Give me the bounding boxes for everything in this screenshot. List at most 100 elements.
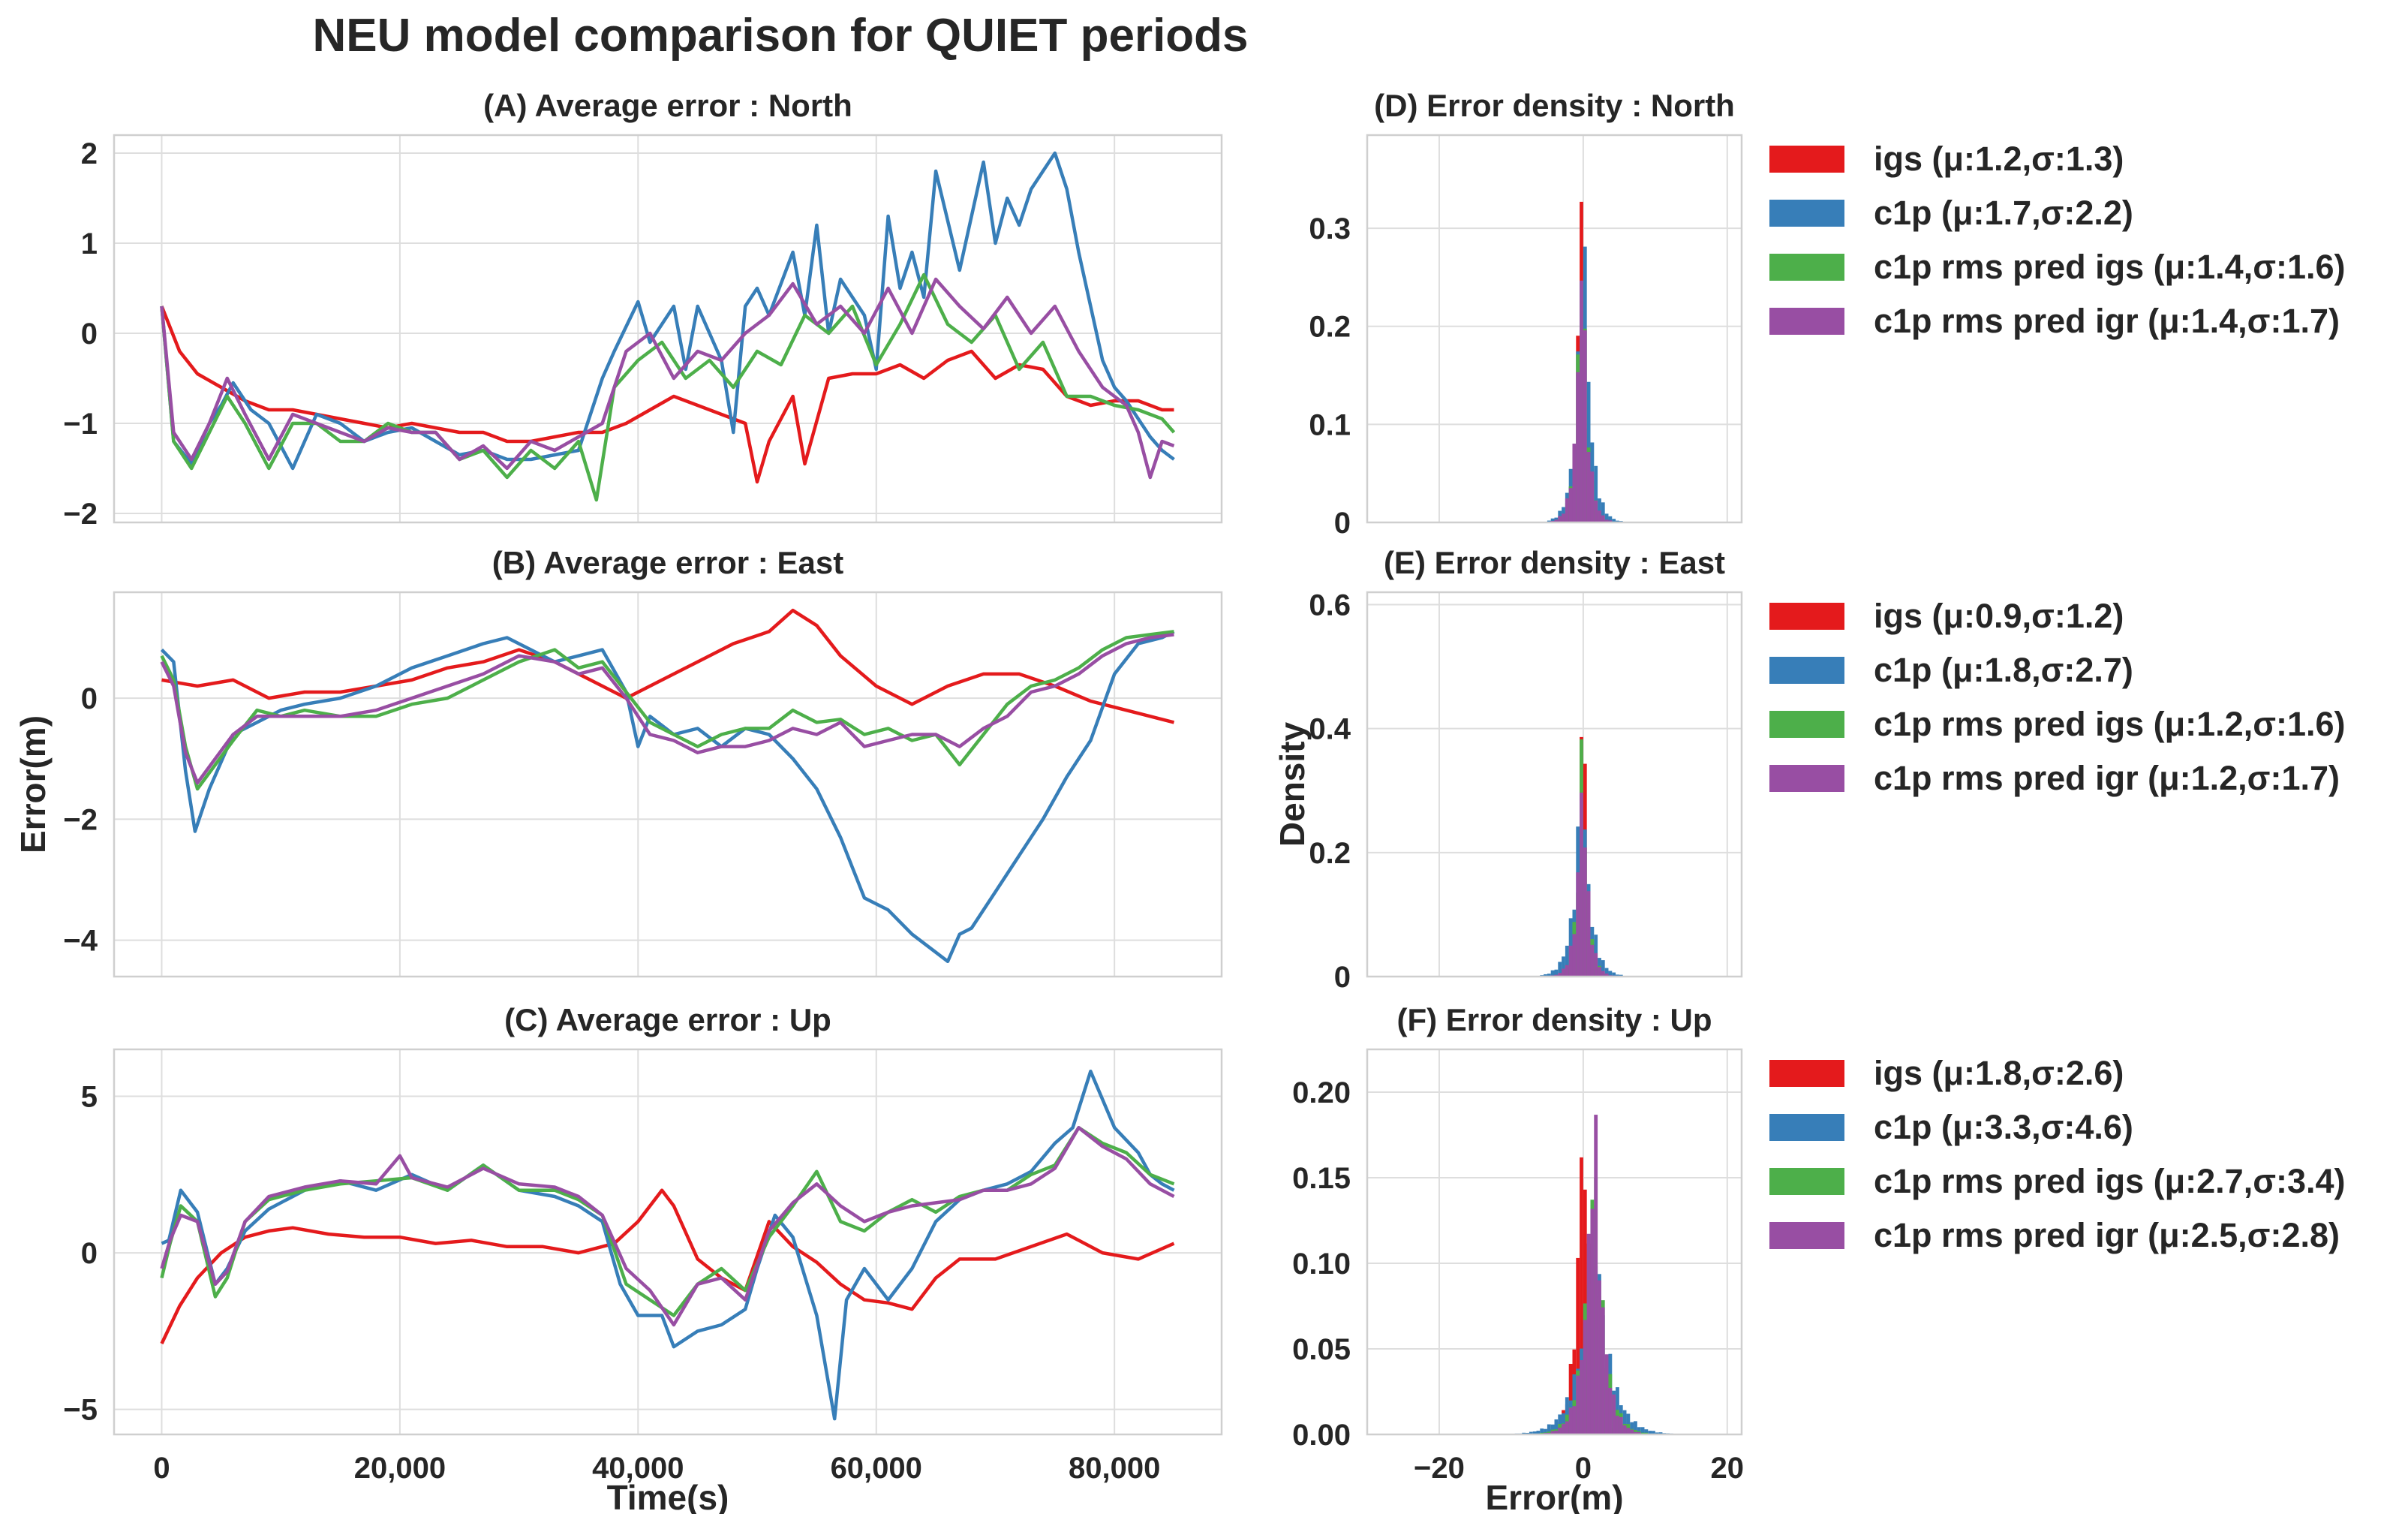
panel-f: 0.00 0.05 0.10 0.15 0.20 −20 0 20 (F) Error dens… xyxy=(1292,1002,2345,1514)
histogram-bar-igs xyxy=(1580,1157,1583,1434)
histogram-bar-c1p_rms_pred_igr xyxy=(1580,1360,1583,1434)
legend-swatch-igs xyxy=(1769,603,1844,630)
x-tick-label: 0 xyxy=(1575,1452,1592,1485)
series-line-igs xyxy=(161,608,1175,724)
panel-title: (C) Average error : Up xyxy=(504,1002,831,1037)
legend-swatch-c1p_rms_pred_igr xyxy=(1769,1222,1844,1249)
legend-label-c1p_rms_pred_igr: c1p rms pred igr (μ:1.2,σ:1.7) xyxy=(1874,759,2340,797)
histogram-bar-c1p xyxy=(1612,972,1616,977)
y-tick-label: 0 xyxy=(81,318,98,351)
histogram-bar-c1p_rms_pred_igr xyxy=(1565,498,1569,522)
panel-title: (E) Error density : East xyxy=(1384,545,1725,580)
histogram-bar-c1p_rms_pred_igr xyxy=(1583,330,1587,522)
plot-area xyxy=(160,608,1175,964)
y-tick-label: 0.00 xyxy=(1292,1419,1351,1452)
histogram-bar-c1p xyxy=(1554,969,1559,977)
histogram-bar-c1p_rms_pred_igr xyxy=(1554,519,1559,522)
histogram-bar-c1p_rms_pred_igr xyxy=(1572,934,1577,977)
histogram-bar-c1p_rms_pred_igr xyxy=(1590,1208,1595,1434)
series-line-c1p_rms_pred_igs xyxy=(160,630,1174,791)
y-tick-label: 0.05 xyxy=(1292,1333,1351,1366)
legend: igs (μ:0.9,σ:1.2) c1p (μ:1.8,σ:2.7) c1p rm… xyxy=(1769,597,2346,797)
histogram-bar-c1p_rms_pred_igr xyxy=(1608,1387,1613,1434)
histogram-bar-c1p_rms_pred_igr xyxy=(1586,891,1591,977)
legend-label-c1p_rms_pred_igr: c1p rms pred igr (μ:1.4,σ:1.7) xyxy=(1874,302,2340,340)
legend-swatch-c1p xyxy=(1769,1114,1844,1141)
y-tick-label: 2 xyxy=(81,137,98,170)
histogram-bar-c1p xyxy=(1630,1422,1634,1434)
y-axis-label: Density xyxy=(1273,722,1312,847)
figure-title: NEU model comparison for QUIET periods xyxy=(312,10,1249,62)
y-tick-label: 1 xyxy=(81,227,98,260)
histogram-bar-c1p xyxy=(1616,974,1619,977)
histogram-bar-c1p_rms_pred_igr xyxy=(1598,967,1601,977)
y-tick-label: −2 xyxy=(63,498,98,531)
y-tick-label: 0.15 xyxy=(1292,1162,1351,1195)
legend-label-c1p: c1p (μ:1.8,σ:2.7) xyxy=(1874,651,2133,689)
histogram-bar-c1p xyxy=(1601,502,1605,522)
histogram-bar-c1p xyxy=(1550,1424,1555,1434)
axes-frame xyxy=(1366,134,1743,524)
histogram-bar-c1p xyxy=(1558,962,1562,977)
histogram-bar-igs xyxy=(1576,1257,1580,1434)
y-tick-label: −2 xyxy=(63,803,98,836)
x-tick-label: 0 xyxy=(153,1452,170,1485)
histogram-bar-c1p xyxy=(1622,1410,1627,1434)
series-line-c1p_rms_pred_igr xyxy=(160,1126,1175,1327)
series-line-c1p xyxy=(160,630,1175,964)
series-line-c1p_rms_pred_igs xyxy=(160,1126,1175,1317)
x-tick-label: 20,000 xyxy=(354,1452,446,1485)
histogram-bar-c1p_rms_pred_igr xyxy=(1562,513,1565,522)
histogram-bar-c1p xyxy=(1562,956,1565,977)
histogram-bar-c1p_rms_pred_igr xyxy=(1580,280,1583,522)
histogram-bar-c1p_rms_pred_igr xyxy=(1590,471,1595,522)
y-tick-label: 0.1 xyxy=(1309,408,1351,441)
axes-frame xyxy=(1366,1048,1743,1436)
histogram-bar-c1p_rms_pred_igr xyxy=(1583,1320,1587,1434)
panel-e: 0 0.2 0.4 0.6 (E) Error density : East Densit… xyxy=(1273,545,2346,994)
legend-swatch-c1p_rms_pred_igr xyxy=(1769,765,1844,792)
legend-swatch-c1p_rms_pred_igs xyxy=(1769,711,1844,738)
series-line-c1p xyxy=(160,151,1175,471)
panel-a: −2 −1 0 1 2 (A) Average error : North xyxy=(63,88,1223,531)
y-tick-label: 0 xyxy=(81,1237,98,1270)
panel-title: (D) Error density : North xyxy=(1374,88,1735,123)
axes-frame xyxy=(1366,591,1743,978)
histogram-bar-c1p_rms_pred_igr xyxy=(1616,1416,1619,1434)
histogram-bar-c1p xyxy=(1550,970,1555,977)
histogram-bar-c1p_rms_pred_igr xyxy=(1576,372,1580,522)
legend-label-c1p: c1p (μ:3.3,σ:4.6) xyxy=(1874,1108,2133,1146)
legend: igs (μ:1.2,σ:1.3) c1p (μ:1.7,σ:2.2) c1p rm… xyxy=(1769,140,2346,340)
histogram-bar-c1p xyxy=(1658,1432,1663,1434)
x-tick-label: 20 xyxy=(1711,1452,1745,1485)
series-line-c1p_rms_pred_igr xyxy=(160,633,1174,785)
panel-title: (A) Average error : North xyxy=(483,88,852,123)
histogram-bar-c1p xyxy=(1604,513,1609,522)
y-tick-label: 0.4 xyxy=(1309,713,1351,746)
legend-swatch-igs xyxy=(1769,146,1844,173)
histogram-bar-c1p_rms_pred_igr xyxy=(1550,1431,1555,1434)
y-tick-label: −5 xyxy=(63,1394,98,1427)
histogram-bar-c1p xyxy=(1529,1431,1533,1434)
histogram-bar-c1p_rms_pred_igr xyxy=(1583,847,1587,977)
legend-swatch-c1p_rms_pred_igr xyxy=(1769,308,1844,335)
y-tick-label: 0.6 xyxy=(1309,589,1351,622)
plot-area xyxy=(160,1069,1175,1421)
legend-label-c1p_rms_pred_igs: c1p rms pred igs (μ:2.7,σ:3.4) xyxy=(1874,1162,2346,1200)
histogram-bar-c1p xyxy=(1652,1431,1655,1434)
histogram-bar-c1p xyxy=(1544,1428,1547,1434)
histogram-bar-c1p_rms_pred_igr xyxy=(1612,1394,1616,1434)
histogram-bar-c1p_rms_pred_igr xyxy=(1572,444,1577,522)
series-line-c1p_rms_pred_igr xyxy=(160,277,1175,480)
panel-b: −4 −2 0 (B) Average error : East Error(m) xyxy=(14,545,1223,978)
histogram-bar-c1p xyxy=(1604,968,1609,977)
histogram-bar-c1p_rms_pred_igr xyxy=(1576,1375,1580,1434)
histogram-bar-c1p_rms_pred_igr xyxy=(1604,973,1609,977)
histogram-bar-c1p_rms_pred_igr xyxy=(1594,953,1598,977)
histogram-bar-c1p_rms_pred_igr xyxy=(1576,872,1580,977)
histogram-bar-c1p xyxy=(1601,960,1605,977)
legend-label-igs: igs (μ:1.8,σ:2.6) xyxy=(1874,1054,2124,1092)
histogram-bar-c1p_rms_pred_igr xyxy=(1598,510,1601,522)
histogram-bar-c1p_rms_pred_igr xyxy=(1580,792,1583,977)
